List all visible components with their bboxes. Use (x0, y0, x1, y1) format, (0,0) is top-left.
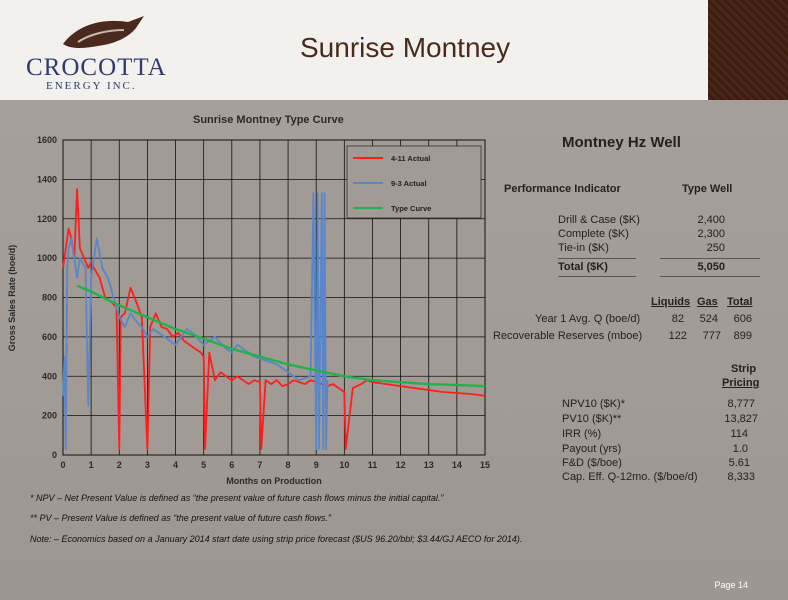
header-band (0, 0, 788, 100)
x-tick-label: 7 (257, 460, 262, 470)
x-tick-label: 15 (480, 460, 490, 470)
econ-label: PV10 ($K)** (562, 413, 622, 425)
cost-label: Drill & Case ($K) (558, 214, 640, 226)
x-tick-label: 9 (314, 460, 319, 470)
column-header-type-well: Type Well (682, 183, 733, 195)
x-tick-label: 5 (201, 460, 206, 470)
company-logo: CROCOTTA ENERGY INC. (20, 14, 166, 94)
page-number: Page 14 (714, 580, 748, 590)
x-tick-label: 12 (396, 460, 406, 470)
year1-liquids: 82 (671, 313, 684, 325)
x-tick-label: 0 (60, 460, 65, 470)
chart-title: Sunrise Montney Type Curve (193, 114, 344, 126)
x-tick-label: 3 (145, 460, 150, 470)
pricing-header: Pricing (722, 377, 760, 389)
cost-value: 2,400 (697, 214, 725, 226)
y-tick-label: 0 (52, 450, 57, 460)
legend-label: 9-3 Actual (391, 179, 427, 188)
logo-subtitle: ENERGY INC. (46, 80, 137, 92)
econ-value: 13,827 (724, 413, 758, 425)
slide-title: Sunrise Montney (300, 32, 511, 63)
x-tick-label: 2 (117, 460, 122, 470)
column-header-indicator: Performance Indicator (504, 183, 621, 195)
year1-label: Year 1 Avg. Q (boe/d) (535, 313, 641, 325)
header-total: Total (727, 296, 753, 308)
y-tick-label: 1600 (37, 135, 57, 145)
reserves-gas: 777 (702, 330, 721, 342)
strip-header: Strip (731, 363, 757, 375)
reserves-label: Recoverable Reserves (mboe) (493, 330, 643, 342)
econ-value: 114 (730, 428, 748, 440)
total-label: Total ($K) (558, 261, 608, 273)
cost-label: Complete ($K) (558, 228, 629, 240)
header-gas: Gas (697, 296, 718, 308)
total-divider (558, 258, 636, 259)
total-divider (558, 276, 636, 277)
footnote-pv: ** PV – Present Value is defined as “the… (30, 513, 331, 523)
x-tick-label: 10 (339, 460, 349, 470)
x-tick-label: 14 (452, 460, 462, 470)
y-tick-label: 200 (42, 411, 57, 421)
x-tick-label: 6 (229, 460, 234, 470)
cost-value: 2,300 (697, 228, 725, 240)
legend-label: Type Curve (391, 204, 431, 213)
footnote-note: Note: – Economics based on a January 201… (30, 534, 523, 544)
econ-value: 8,777 (727, 398, 755, 410)
panel-title: Montney Hz Well (562, 134, 681, 151)
x-tick-label: 11 (368, 460, 378, 470)
econ-label: F&D ($/boe) (562, 457, 622, 469)
fox-logo-icon (63, 16, 144, 48)
econ-label: NPV10 ($K)* (562, 398, 625, 410)
econ-value: 5.61 (728, 457, 750, 469)
logo-wordmark: CROCOTTA (26, 54, 167, 81)
total-divider (660, 258, 760, 259)
legend-label: 4-11 Actual (391, 154, 430, 163)
econ-label: IRR (%) (562, 428, 602, 440)
x-tick-label: 8 (286, 460, 291, 470)
y-tick-label: 800 (42, 293, 57, 303)
cost-value: 250 (706, 242, 725, 254)
reserves-liquids: 122 (668, 330, 687, 342)
total-value: 5,050 (697, 261, 725, 273)
total-divider (660, 276, 760, 277)
y-axis-label: Gross Sales Rate (boe/d) (7, 245, 17, 352)
x-tick-label: 4 (173, 460, 178, 470)
legend: 4-11 Actual 9-3 Actual Type Curve (346, 145, 482, 219)
econ-label: Cap. Eff. Q-12mo. ($/boe/d) (562, 471, 698, 483)
y-tick-label: 1000 (37, 253, 57, 263)
x-axis-label: Months on Production (226, 476, 321, 486)
header-liquids: Liquids (651, 296, 691, 308)
econ-value: 8,333 (727, 471, 755, 483)
y-tick-label: 1200 (37, 214, 57, 224)
x-tick-label: 13 (424, 460, 434, 470)
type-curve-chart: 0 1 2 3 4 5 6 7 8 9 10 11 12 13 14 15 02004006008001000… (7, 135, 490, 486)
year1-total: 606 (733, 313, 752, 325)
cost-label: Tie-in ($K) (558, 242, 609, 254)
y-tick-label: 400 (42, 371, 57, 381)
econ-value: 1.0 (732, 443, 748, 455)
footnote-npv: * NPV – Net Present Value is defined as … (30, 493, 444, 503)
y-tick-label: 1400 (37, 174, 57, 184)
x-tick-label: 1 (89, 460, 94, 470)
year1-gas: 524 (699, 313, 718, 325)
y-tick-label: 600 (42, 332, 57, 342)
econ-label: Payout (yrs) (562, 443, 622, 455)
reserves-total: 899 (733, 330, 752, 342)
corner-texture (708, 0, 788, 100)
series-line-3 (76, 284, 486, 388)
